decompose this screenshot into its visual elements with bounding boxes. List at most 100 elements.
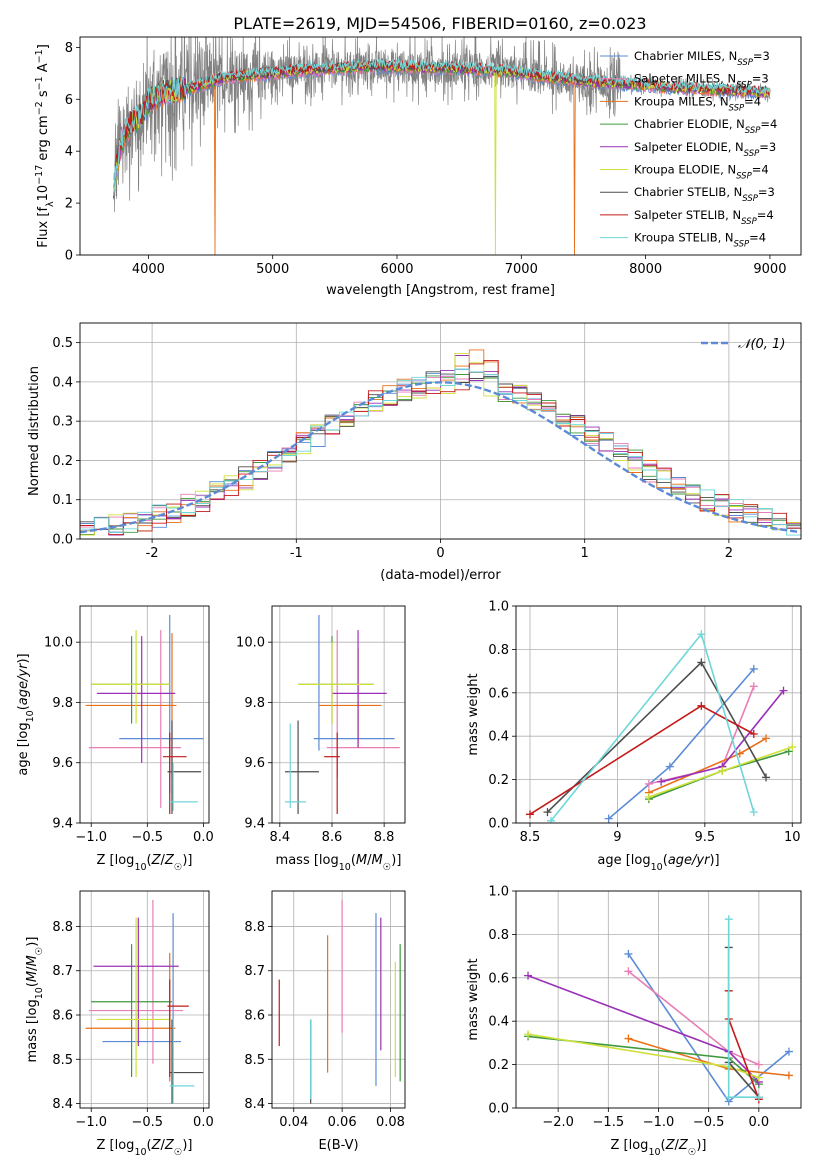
residual-ylabel: Normed distribution xyxy=(27,366,42,496)
data-point xyxy=(697,701,706,710)
age-vs-Z-xtick-label: −0.5 xyxy=(132,830,164,845)
residual-distribution-frame xyxy=(79,322,802,540)
mass-vs-Z-frame xyxy=(79,890,210,1109)
series-line xyxy=(727,947,760,1098)
residual-distribution-xtick-label: 2 xyxy=(725,546,733,561)
spectrum-xtick-label: 6000 xyxy=(380,262,413,277)
data-point xyxy=(762,734,771,743)
age-vs-mass-xlabel: mass [log10(M/M☉)] xyxy=(276,853,402,873)
mass-weight-vs-age-xtick-label: 8.5 xyxy=(520,830,541,845)
mass-vs-ebv-xtick-label: 0.04 xyxy=(279,1115,308,1130)
spectrum-ytick-label: 6 xyxy=(65,93,73,108)
mass-vs-ebv-ytick-label: 8.6 xyxy=(244,1009,265,1024)
age-vs-mass-xtick-label: 8.4 xyxy=(269,830,290,845)
age-vs-Z-ytick-label: 9.8 xyxy=(52,696,73,711)
data-point xyxy=(525,810,534,819)
data-point xyxy=(754,1093,763,1102)
mass-vs-ebv-ytick-label: 8.5 xyxy=(244,1053,265,1068)
spectrum-xtick-label: 4000 xyxy=(132,262,165,277)
age-vs-mass-ytick-label: 9.8 xyxy=(244,696,265,711)
mass-weight-vs-Z-panel: −2.0 −1.5 −1.0 −0.5 0.0 0.0 0.2 0.4 0.6 0.8 1.0 Z [… xyxy=(466,885,802,1158)
age-vs-Z-xtick-label: 0.0 xyxy=(193,830,214,845)
residual-distribution-ytick-label: 0.5 xyxy=(52,336,73,351)
residual-distribution-marks xyxy=(80,349,801,536)
age-vs-Z-frame xyxy=(79,605,210,824)
data-point xyxy=(644,779,653,788)
spectrum-xtick-label: 5000 xyxy=(256,262,289,277)
data-point xyxy=(749,808,758,817)
mass-vs-Z-ytick-label: 8.8 xyxy=(52,920,73,935)
mass-vs-ebv-ytick-label: 8.8 xyxy=(244,920,265,935)
data-point xyxy=(543,808,552,817)
age-vs-mass-frame xyxy=(271,605,406,824)
legend-entry: Chabrier STELIB, NSSP=3 xyxy=(634,185,775,204)
mass-vs-Z-xlabel: Z [log10(Z/Z☉)] xyxy=(97,1138,193,1158)
mass-weight-vs-age-marks xyxy=(525,630,797,823)
data-point xyxy=(754,1073,763,1082)
legend-entry: Kroupa ELODIE, NSSP=4 xyxy=(634,163,769,182)
age-vs-mass-ytick-label: 9.6 xyxy=(244,756,265,771)
legend-entry: 𝒩(0, 1) xyxy=(738,337,785,352)
residual-distribution-ytick-label: 0.1 xyxy=(52,493,73,508)
mass-vs-Z-ytick-label: 8.5 xyxy=(52,1053,73,1068)
age-vs-mass-xtick-label: 8.8 xyxy=(374,830,395,845)
data-point xyxy=(762,773,771,782)
data-point xyxy=(657,777,666,786)
age-vs-Z-xtick-label: −1.0 xyxy=(75,830,107,845)
mass-vs-ebv-frame xyxy=(271,890,406,1109)
mass-vs-Z-xtick-label: −1.0 xyxy=(75,1115,107,1130)
residual-distribution-xtick-label: 1 xyxy=(581,546,589,561)
residual-histogram xyxy=(80,355,801,536)
mass-weight-vs-Z-xtick-label: −2.0 xyxy=(542,1115,574,1130)
mass-weight-vs-age-ytick-label: 1.0 xyxy=(488,600,509,615)
mass-weight-vs-Z-ytick-label: 0.4 xyxy=(488,1015,509,1030)
mass-weight-vs-age-xlabel: age [log10(age/yr)] xyxy=(597,853,719,873)
residual-distribution-xtick-label: -2 xyxy=(146,546,159,561)
mass-vs-ebv-xlabel: E(B-V) xyxy=(318,1138,358,1153)
mass-vs-Z-panel: −1.0 −0.5 0.0 8.4 8.5 8.6 8.7 8.8 Z [log10(Z/Z☉)… xyxy=(25,890,214,1158)
mass-weight-vs-age-ytick-label: 0.8 xyxy=(488,643,509,658)
residual-distribution-xtick-label: 0 xyxy=(436,546,444,561)
series-line xyxy=(529,704,755,815)
mass-weight-vs-Z-frame xyxy=(515,890,802,1109)
legend-entry: Chabrier MILES, NSSP=3 xyxy=(634,49,770,68)
mass-weight-vs-Z-ytick-label: 0.8 xyxy=(488,928,509,943)
residual-distribution-ytick-label: 0.4 xyxy=(52,375,73,390)
mass-weight-vs-age-frame xyxy=(515,605,802,824)
data-point xyxy=(665,762,674,771)
gaussian-curve xyxy=(80,381,799,534)
mass-vs-Z-marks xyxy=(85,899,204,1104)
residual-histogram xyxy=(80,359,801,536)
legend-entry: Chabrier ELODIE, NSSP=4 xyxy=(634,117,777,136)
data-point xyxy=(524,971,533,980)
mass-weight-vs-age-xtick-label: 9 xyxy=(613,830,621,845)
mass-vs-Z-xtick-label: 0.0 xyxy=(193,1115,214,1130)
age-vs-mass-panel: 8.4 8.6 8.8 9.4 9.6 9.8 10.0 mass [log10(M/M☉)] xyxy=(236,605,406,873)
mass-weight-vs-age-ytick-label: 0.4 xyxy=(488,730,509,745)
spectrum-ytick-label: 2 xyxy=(65,197,73,212)
residual-distribution-xtick-label: -1 xyxy=(290,546,303,561)
mass-vs-ebv-xtick-label: 0.08 xyxy=(376,1115,405,1130)
spectrum-ytick-label: 0 xyxy=(65,249,73,264)
legend-entry: Kroupa MILES, NSSP=4 xyxy=(634,94,761,113)
age-vs-mass-ytick-label: 9.4 xyxy=(244,817,265,832)
mass-weight-vs-Z-ytick-label: 1.0 xyxy=(488,885,509,900)
spectrum-ylabel: Flux [fλ10−17 erg cm−2 s−1 A−1] xyxy=(34,44,56,248)
mass-vs-ebv-marks xyxy=(278,899,401,1104)
data-point xyxy=(784,1071,793,1080)
data-point xyxy=(624,949,633,958)
data-point xyxy=(788,743,797,752)
mass-weight-vs-Z-xtick-label: 0.0 xyxy=(749,1115,770,1130)
data-point xyxy=(644,792,653,801)
residual-histogram xyxy=(80,352,801,536)
residual-histogram xyxy=(80,368,801,536)
age-vs-Z-ytick-label: 9.4 xyxy=(52,817,73,832)
data-point xyxy=(784,1047,793,1056)
data-point xyxy=(546,816,555,823)
spectrum-xtick-label: 7000 xyxy=(505,262,538,277)
data-point xyxy=(697,630,706,639)
mass-vs-ebv-panel: 0.04 0.06 0.08 8.4 8.5 8.6 8.7 8.8 xyxy=(244,890,406,1130)
data-point xyxy=(604,814,613,823)
mass-weight-vs-age-panel: 8.5 9 9.5 10 0.0 0.2 0.4 0.6 0.8 1.0 age [log10(ag… xyxy=(466,600,802,873)
data-point xyxy=(754,1060,763,1069)
